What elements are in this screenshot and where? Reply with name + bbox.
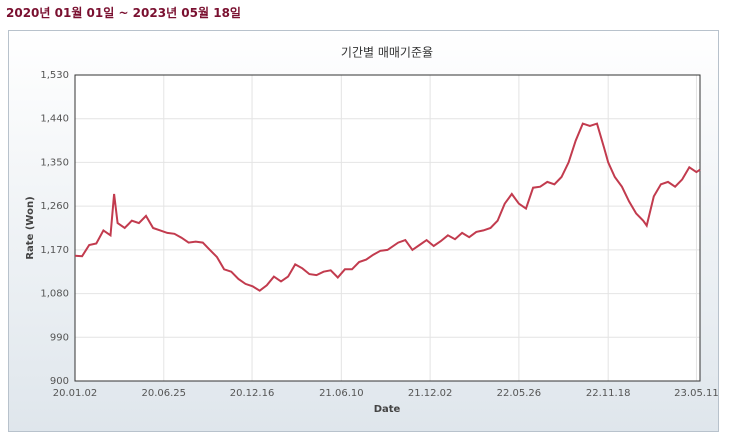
date-range: 2020년 01월 01일 ~ 2023년 05월 18일 <box>6 6 241 20</box>
y-axis-label: Rate (Won) <box>25 196 36 259</box>
x-tick-label: 23.05.11 <box>674 388 719 399</box>
data-line <box>74 122 701 292</box>
x-tick-label: 20.06.25 <box>142 388 187 399</box>
y-tick-label: 1,440 <box>40 114 69 125</box>
y-tick-label: 900 <box>50 376 69 387</box>
y-tick-label: 1,080 <box>40 289 69 300</box>
y-tick-label: 1,170 <box>40 245 69 256</box>
plot-area <box>75 75 700 381</box>
x-tick-label: 21.06.10 <box>319 388 364 399</box>
x-tick-label: 21.12.02 <box>408 388 453 399</box>
x-axis-label: Date <box>374 404 401 415</box>
x-tick-label: 22.05.26 <box>497 388 542 399</box>
x-tick-label: 22.11.18 <box>586 388 631 399</box>
plot-border <box>74 74 701 382</box>
y-tick-label: 990 <box>50 332 69 343</box>
y-tick-label: 1,530 <box>40 70 69 81</box>
y-tick-label: 1,260 <box>40 201 69 212</box>
x-tick-label: 20.01.02 <box>53 388 98 399</box>
x-tick-label: 20.12.16 <box>230 388 275 399</box>
y-tick-label: 1,350 <box>40 157 69 168</box>
chart-title: 기간별 매매기준율 <box>341 46 433 60</box>
